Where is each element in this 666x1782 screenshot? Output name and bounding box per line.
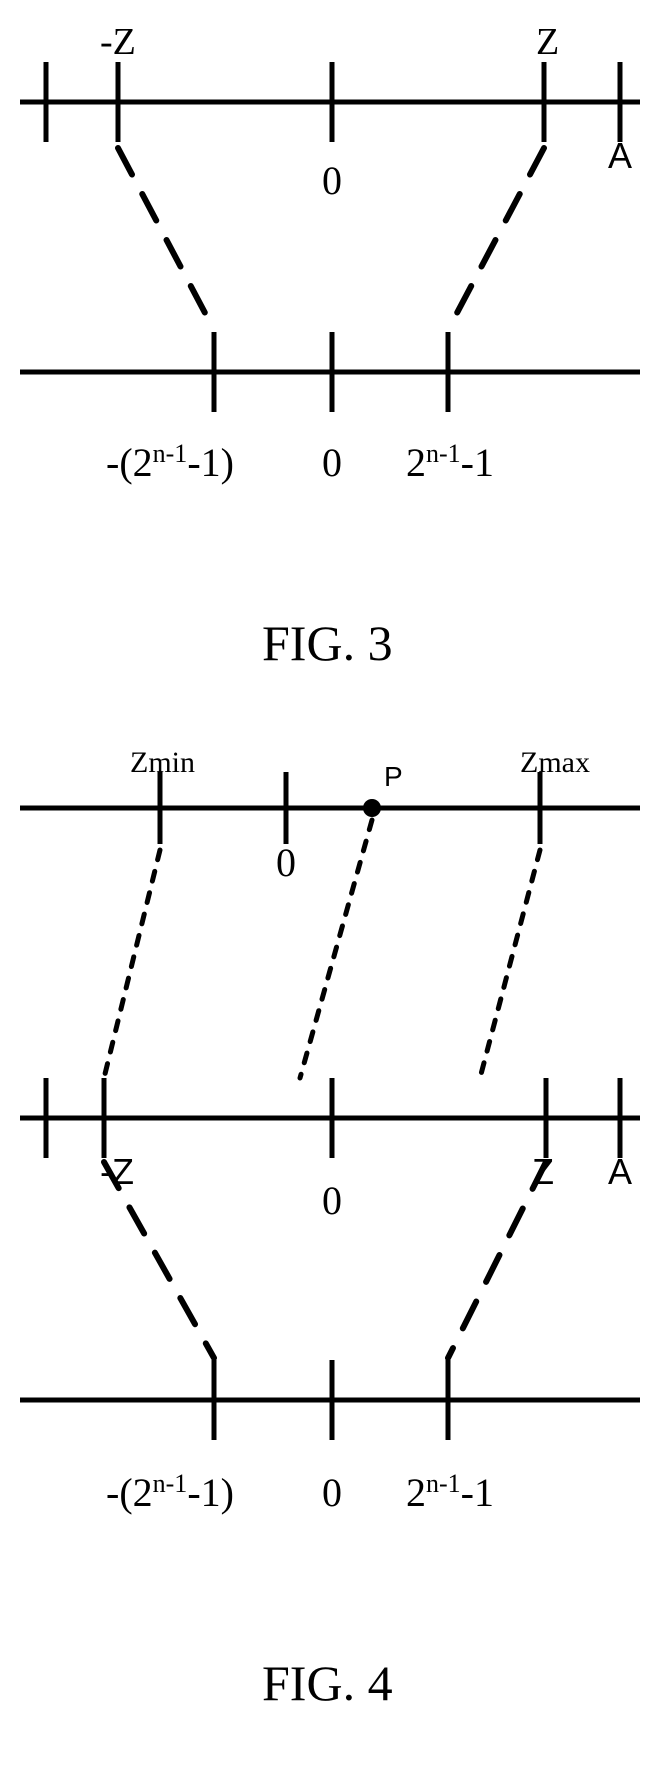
label-zmax: Zmax xyxy=(520,746,590,779)
fig3-bot-axis xyxy=(20,332,640,412)
pos2n-sup: n-1 xyxy=(426,439,461,468)
fig4-caption: FIG. 4 xyxy=(262,1655,393,1711)
fig4-conn12-zmin xyxy=(104,850,160,1078)
fig4-axis3 xyxy=(20,1360,640,1440)
fig3-caption: FIG. 3 xyxy=(262,615,393,671)
fig4-axis2 xyxy=(20,1078,640,1158)
neg2n-sup: n-1 xyxy=(153,1469,188,1498)
fig4-conn12-p xyxy=(300,820,372,1078)
point-p xyxy=(363,799,381,817)
label-p: P xyxy=(384,761,403,792)
label-z: Z xyxy=(532,1151,554,1192)
label-neg-2n: -(2n-1-1) xyxy=(106,1469,234,1515)
pos2n-sup: n-1 xyxy=(426,1469,461,1498)
label-zero2: 0 xyxy=(322,1178,342,1223)
neg2n-pre: -(2 xyxy=(106,1470,153,1515)
fig3: -Z Z A 0 -(2n-1-1) 0 2n-1-1 FIG. 3 xyxy=(20,21,640,671)
fig3-top-axis xyxy=(20,62,640,142)
label-a: A xyxy=(608,135,632,176)
label-z: Z xyxy=(536,21,559,63)
label-minus-z: -Z xyxy=(100,1151,134,1192)
label-zero-bot: 0 xyxy=(322,440,342,485)
label-zmin: Zmin xyxy=(130,746,195,779)
label-pos-2n: 2n-1-1 xyxy=(406,439,494,485)
neg2n-post: -1) xyxy=(187,1470,234,1515)
fig3-connector-left xyxy=(118,148,214,330)
label-pos-2n: 2n-1-1 xyxy=(406,1469,494,1515)
label-neg-2n: -(2n-1-1) xyxy=(106,439,234,485)
pos2n-post: -1 xyxy=(461,1470,494,1515)
pos2n-pre: 2 xyxy=(406,440,426,485)
label-a: A xyxy=(608,1151,632,1192)
fig4: Zmin P Zmax 0 -Z Z A 0 -(2n-1-1) 0 2n-1-… xyxy=(20,746,640,1711)
pos2n-pre: 2 xyxy=(406,1470,426,1515)
label-minus-z: -Z xyxy=(100,21,136,63)
neg2n-pre: -(2 xyxy=(106,440,153,485)
neg2n-sup: n-1 xyxy=(153,439,188,468)
pos2n-post: -1 xyxy=(461,440,494,485)
label-zero-top: 0 xyxy=(322,158,342,203)
fig4-axis1 xyxy=(20,772,640,844)
label-zero3: 0 xyxy=(322,1470,342,1515)
fig3-connector-right xyxy=(448,148,544,330)
neg2n-post: -1) xyxy=(187,440,234,485)
label-zero1: 0 xyxy=(276,840,296,885)
fig4-conn12-zmax xyxy=(480,850,540,1078)
